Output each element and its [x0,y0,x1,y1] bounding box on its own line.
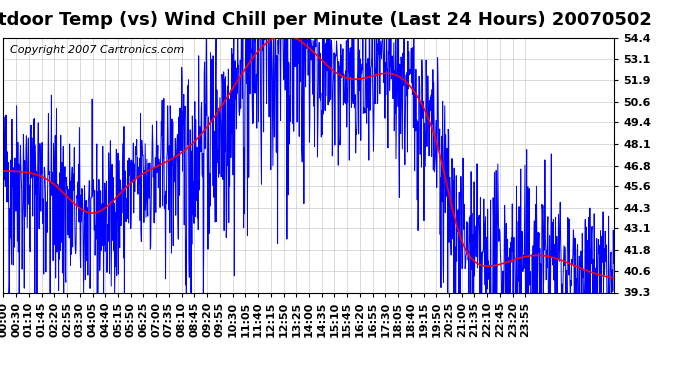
Text: Copyright 2007 Cartronics.com: Copyright 2007 Cartronics.com [10,45,184,55]
Text: Outdoor Temp (vs) Wind Chill per Minute (Last 24 Hours) 20070502: Outdoor Temp (vs) Wind Chill per Minute … [0,11,651,29]
